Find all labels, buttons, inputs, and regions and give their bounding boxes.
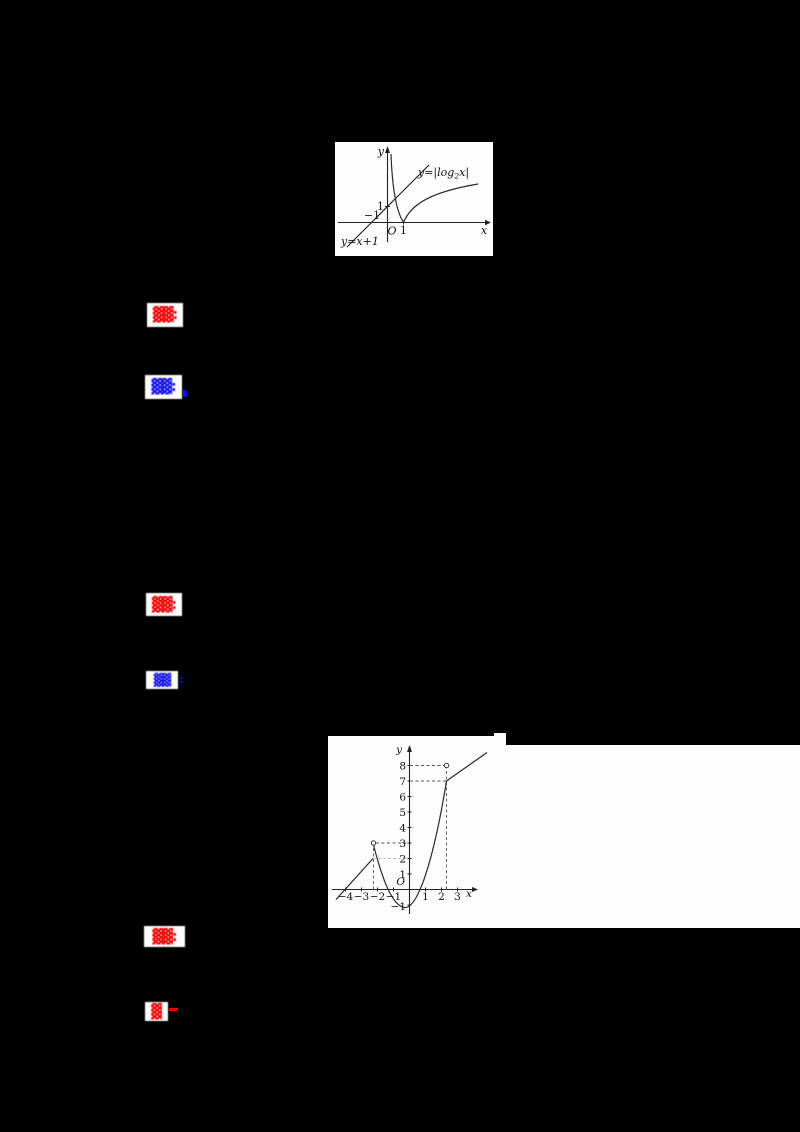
f1-line-y-x-plus-1 [346, 164, 430, 248]
f2-y-arrow-icon [407, 745, 412, 752]
f2-dashed-guides [373, 765, 447, 890]
f2-ytick-7: 7 [399, 776, 406, 788]
f2-ytick-5: 5 [399, 807, 406, 819]
red-label-badge-1: ▓▓: [147, 303, 183, 327]
blue-label-badge-1-mark [183, 390, 187, 397]
figure2-svg: y x O −4 −3 −2 −1 1 2 3 8 7 6 5 4 3 2 1 [332, 744, 488, 914]
f1-xtick-1: 1 [400, 224, 407, 237]
f2-xtick-2: 2 [438, 891, 445, 903]
f1-y-label: y [377, 145, 385, 158]
figure1-svg: y x O 1 −1 1 y=|log2x| y=x+1 [338, 145, 491, 248]
figure2-piecewise-graph: y x O −4 −3 −2 −1 1 2 3 8 7 6 5 4 3 2 1 [328, 736, 496, 928]
f2-ytick-neg1: −1 [391, 901, 406, 913]
f1-curve-right-branch [402, 183, 479, 223]
f2-x-label: x [466, 888, 472, 900]
f2-xtick-neg2: −2 [370, 891, 385, 903]
blank-paper-area [494, 745, 800, 928]
blue-label-badge-2-colon: : [179, 673, 184, 686]
f2-ytick-2: 2 [399, 854, 406, 866]
f2-xtick-neg4: −4 [338, 891, 354, 903]
blank-paper-notch [494, 733, 506, 747]
red-label-badge-2: ▓▓: [146, 593, 182, 616]
f2-origin-label: O [396, 876, 405, 888]
red-label-badge-4-dash [169, 1008, 178, 1011]
f2-xtick-1: 1 [422, 891, 429, 903]
f2-y-ticks [407, 765, 412, 906]
f2-x-arrow-icon [472, 887, 478, 892]
f2-xtick-neg3: −3 [354, 891, 369, 903]
red-label-badge-4: ▓ [145, 1002, 168, 1021]
f2-left-segment [335, 858, 374, 900]
f1-curve-label-pre: y=|log [417, 166, 454, 180]
f1-curve-left-branch [390, 153, 405, 223]
f2-y-label: y [395, 744, 403, 756]
f1-y-arrow-icon [385, 146, 390, 153]
red-label-badge-3: ▓▓: [144, 926, 185, 947]
f1-curve-label-sub: 2 [453, 172, 459, 181]
blue-label-badge-2: ▓▓ [146, 671, 178, 689]
f2-right-ray [446, 752, 488, 782]
f2-x-ticks [345, 887, 458, 892]
f2-xtick-3: 3 [454, 891, 461, 903]
f2-parabola [372, 780, 448, 909]
f2-ytick-1: 1 [399, 869, 406, 881]
f1-origin-label: O [387, 225, 396, 238]
f2-ytick-6: 6 [399, 792, 406, 804]
f1-ytick-1: 1 [377, 200, 384, 213]
f1-x-arrow-icon [485, 219, 491, 226]
f2-ytick-8: 8 [399, 761, 406, 773]
f2-open-circle-right [443, 762, 450, 769]
f1-curve-label: y=|log2x| [417, 166, 469, 181]
f2-y-tick-labels: 8 7 6 5 4 3 2 1 −1 [391, 761, 407, 914]
f2-ytick-4: 4 [399, 823, 406, 835]
f1-x-label: x [481, 224, 488, 237]
f2-ytick-3: 3 [399, 838, 406, 850]
f1-xtick-neg1: −1 [364, 209, 380, 222]
f2-open-circle-left [370, 840, 377, 846]
f2-xtick-neg1: −1 [386, 891, 401, 903]
figure1-log-graph: y x O 1 −1 1 y=|log2x| y=x+1 [335, 142, 493, 256]
f2-x-tick-labels: −4 −3 −2 −1 1 2 3 [338, 891, 461, 903]
blue-label-badge-1: ▓▓: [145, 375, 182, 399]
f1-line-label: y=x+1 [340, 235, 379, 248]
f1-curve-label-post: x| [459, 166, 469, 180]
